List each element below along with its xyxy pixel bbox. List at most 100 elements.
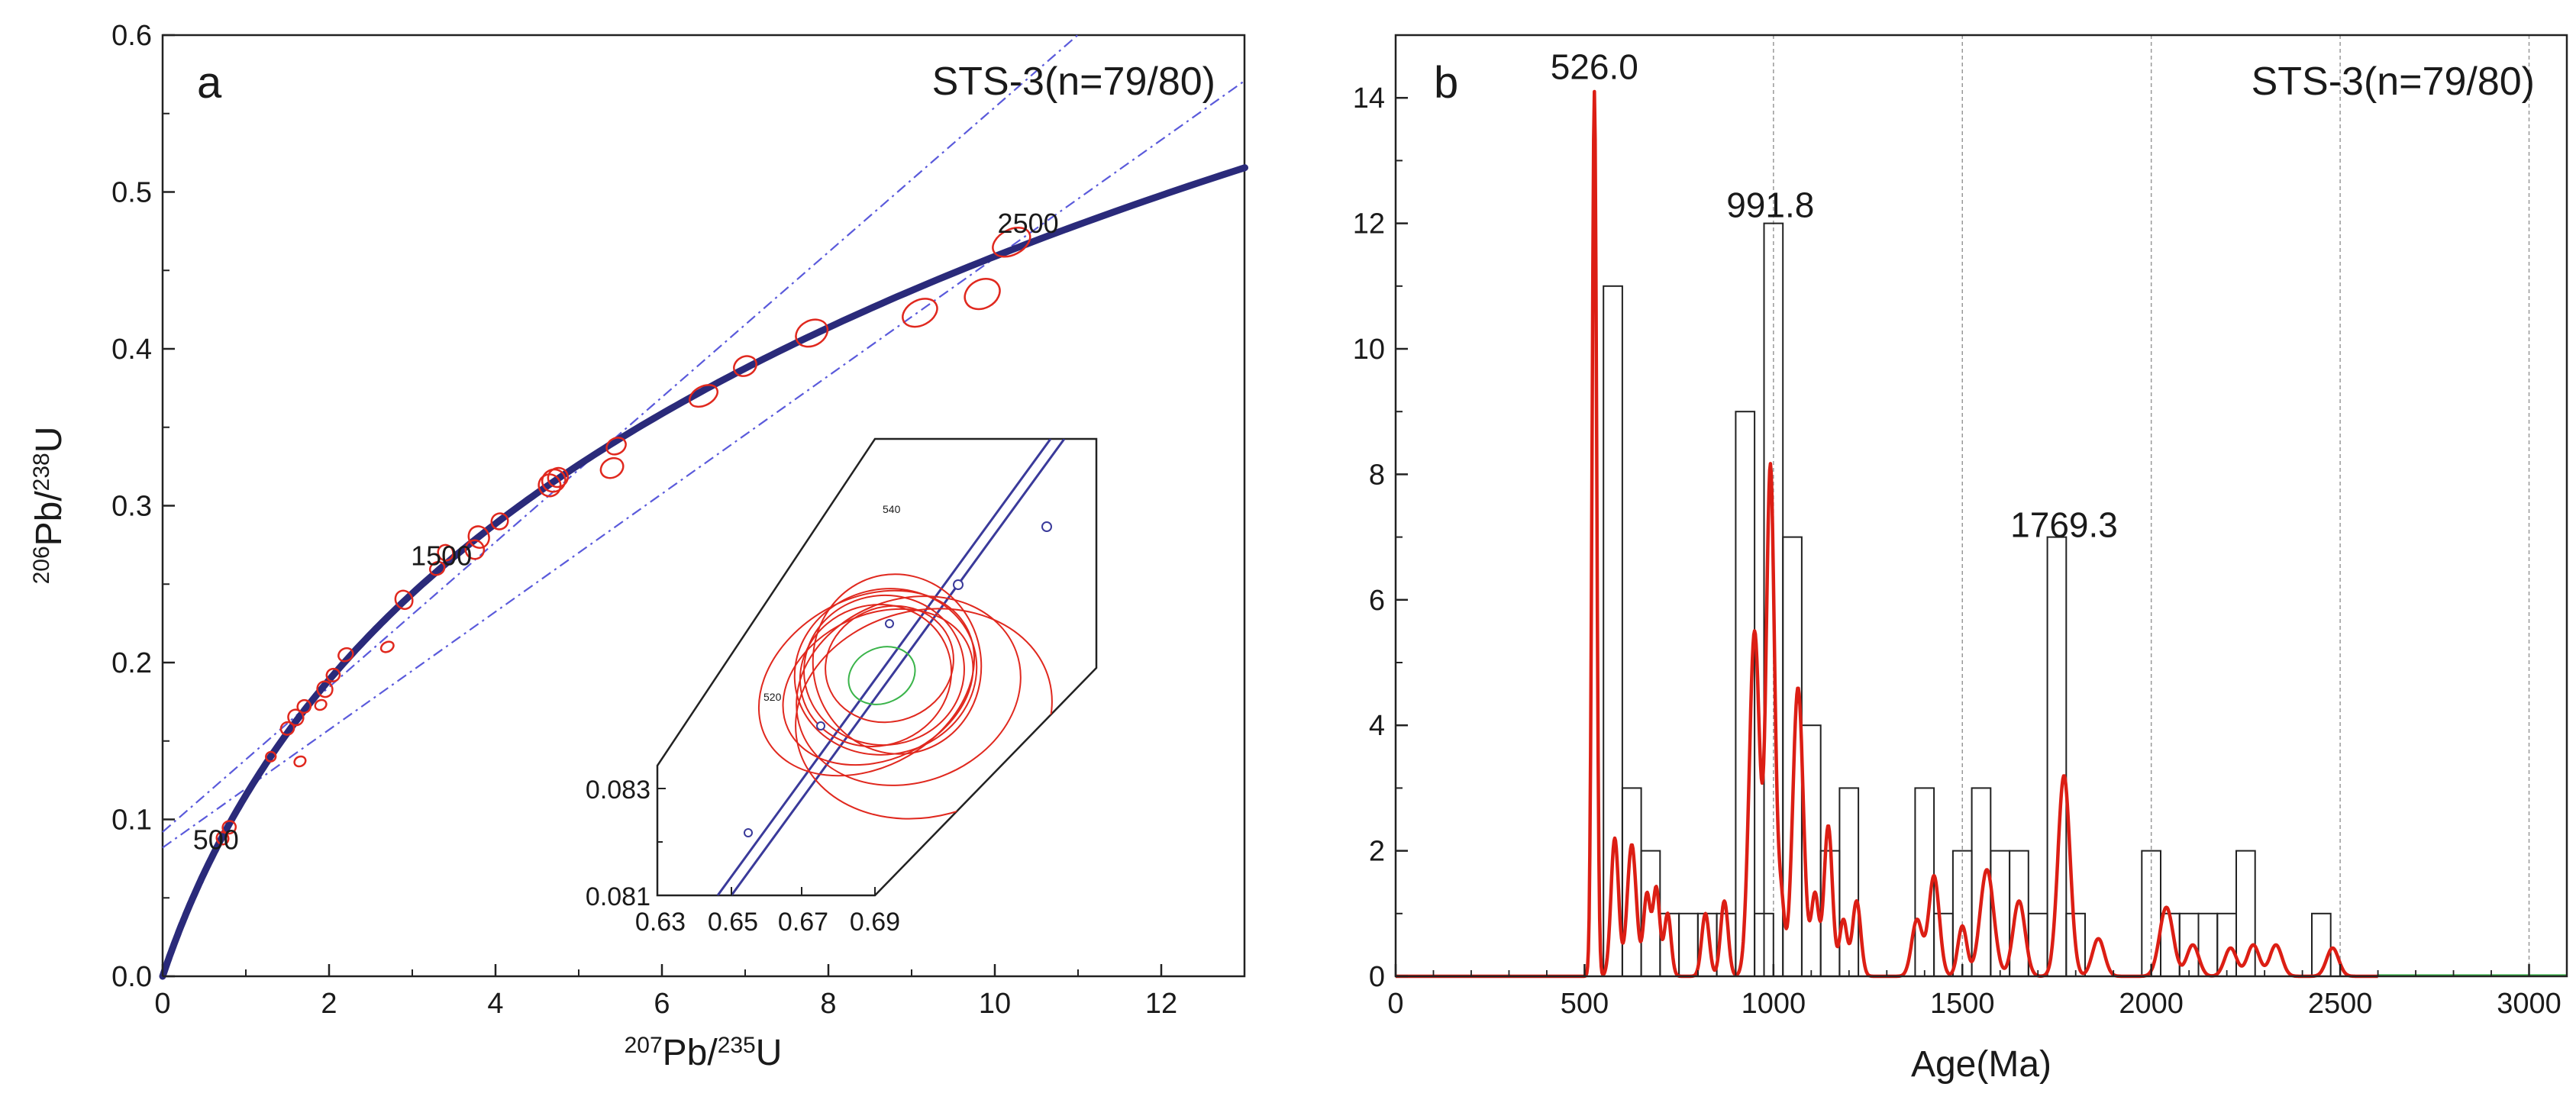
- error-ellipse: [902, 298, 938, 328]
- error-ellipse: [337, 647, 354, 663]
- peak-age-label: 991.8: [1726, 185, 1814, 224]
- concordia-age-label: 1500: [411, 540, 472, 572]
- concordia-curve: [159, 164, 1248, 980]
- error-ellipse: [795, 318, 829, 348]
- y-tick-label: 8: [1369, 459, 1385, 491]
- y-tick-label: 2: [1369, 836, 1385, 868]
- x-tick-label: 4: [487, 988, 503, 1020]
- concordia-age-labels: 500 1500 2500: [193, 208, 1059, 856]
- error-ellipse: [287, 708, 305, 727]
- y-tick-label: 14: [1353, 82, 1385, 114]
- y-tick-label: 0.6: [111, 20, 152, 52]
- inset-y-tick-label: 0.081: [586, 882, 650, 911]
- histogram-bar: [2009, 850, 2029, 977]
- age-distribution-panel: 0 500 1000 1500 2000 2500 3000 0 2 4 6 8 10 12 14 526.…: [1353, 34, 2568, 1085]
- concordia-inset: 540 520 0.083 0.081 0.63 0.65 0.67 0.69: [586, 437, 1098, 937]
- panel-a-letter: a: [197, 58, 222, 108]
- inset-age-marker: [1041, 521, 1052, 532]
- error-ellipse: [265, 750, 277, 763]
- error-ellipse: [296, 698, 312, 714]
- histogram-bar: [1678, 912, 1699, 978]
- x-tick-label: 6: [654, 988, 670, 1020]
- x-tick-label: 500: [1561, 988, 1609, 1020]
- x-tick-label: 10: [979, 988, 1011, 1020]
- histogram-bar: [1838, 787, 1860, 978]
- error-ellipse: [541, 468, 567, 493]
- y-tick-label: 0.5: [111, 177, 152, 209]
- panel-b-x-axis-title: Age(Ma): [1911, 1044, 2051, 1085]
- x-tick-label: 1000: [1742, 988, 1806, 1020]
- error-ellipse: [215, 830, 230, 846]
- panel-b-frame: [1394, 34, 2568, 978]
- y-tick-label: 0.4: [111, 334, 152, 366]
- panel-b-sample-label: STS-3(n=79/80): [2252, 60, 2535, 104]
- error-ellipse: [605, 437, 627, 456]
- inset-age-label-540: 540: [883, 503, 901, 515]
- inset-ellipse: [803, 594, 965, 747]
- inset-x-tick-label: 0.65: [708, 908, 758, 937]
- inset-x-tick-label: 0.67: [778, 908, 828, 937]
- y-tick-label: 0: [1369, 961, 1385, 993]
- inset-x-tick-label: 0.63: [635, 908, 686, 937]
- inset-ellipse: [799, 604, 953, 747]
- panel-a-x-axis-title: 207Pb/235U: [625, 1033, 783, 1074]
- inset-age-marker: [885, 619, 894, 628]
- x-tick-label: 2500: [2308, 988, 2373, 1020]
- y-tick-label: 0.2: [111, 647, 152, 679]
- histogram-bar: [2046, 536, 2068, 977]
- error-ellipse: [964, 278, 1001, 311]
- x-tick-label: 2: [321, 988, 337, 1020]
- y-tick-label: 10: [1353, 334, 1385, 366]
- error-ellipse: [394, 589, 414, 611]
- error-ellipse: [467, 525, 490, 549]
- error-ellipse: [325, 667, 341, 682]
- histogram-bar: [1782, 536, 1803, 977]
- error-ellipse: [221, 820, 237, 835]
- panel-b-letter: b: [1434, 58, 1458, 108]
- inset-concordia-right-edge: [730, 439, 1066, 895]
- error-ellipse: [316, 680, 334, 698]
- histogram-bar: [2311, 912, 2332, 978]
- peak-age-label: 1769.3: [2010, 505, 2118, 545]
- error-ellipse: [992, 227, 1031, 258]
- error-ellipse: [599, 456, 625, 479]
- histogram-bar: [1621, 787, 1642, 978]
- concordia-panel: 0 2 4 6 8 10 12 0.0 0.1 0.2 0.3 0.4 0.5 0.6 500 1500 25…: [29, 20, 1248, 1074]
- inset-ellipse: [795, 608, 1053, 820]
- error-ellipses: [215, 227, 1031, 846]
- y-tick-label: 0.1: [111, 805, 152, 837]
- inset-age-marker: [953, 579, 964, 590]
- x-tick-label: 8: [820, 988, 836, 1020]
- panel-a-axis-ticks: 0 2 4 6 8 10 12 0.0 0.1 0.2 0.3 0.4 0.5 0.6: [111, 20, 1177, 1020]
- x-tick-label: 1500: [1930, 988, 1995, 1020]
- y-tick-label: 0.3: [111, 491, 152, 523]
- x-tick-label: 3000: [2497, 988, 2561, 1020]
- inset-ellipse: [796, 595, 1022, 786]
- x-tick-label: 0: [154, 988, 170, 1020]
- inset-x-tick-label: 0.69: [850, 908, 900, 937]
- error-ellipse: [379, 640, 395, 653]
- x-tick-label: 2000: [2119, 988, 2184, 1020]
- y-tick-label: 6: [1369, 585, 1385, 617]
- error-ellipse: [689, 384, 718, 408]
- panel-b-axis-ticks: 0 500 1000 1500 2000 2500 3000 0 2 4 6 8 10 12 14: [1353, 82, 2561, 1020]
- concordia-age-label: 500: [193, 824, 239, 856]
- probability-density-curve-group: [1394, 89, 2567, 979]
- error-ellipse: [314, 698, 328, 711]
- concordia-curve-group: [159, 164, 1248, 980]
- inset-y-tick-label: 0.083: [586, 776, 650, 805]
- y-tick-label: 4: [1369, 710, 1385, 742]
- inset-concordia-left-edge: [716, 439, 1052, 895]
- inset-ellipse: [825, 605, 954, 724]
- x-tick-label: 12: [1145, 988, 1177, 1020]
- peak-age-labels: 526.0 991.8 1769.3: [1551, 47, 2118, 545]
- error-ellipse: [437, 543, 454, 562]
- inset-frame: [656, 437, 1098, 897]
- error-ellipse: [490, 512, 509, 531]
- inset-age-label-520: 520: [763, 691, 782, 703]
- probability-density-curve: [1394, 89, 2379, 979]
- inset-age-marker: [816, 721, 825, 730]
- x-tick-label: 0: [1387, 988, 1403, 1020]
- inset-age-marker: [744, 828, 753, 837]
